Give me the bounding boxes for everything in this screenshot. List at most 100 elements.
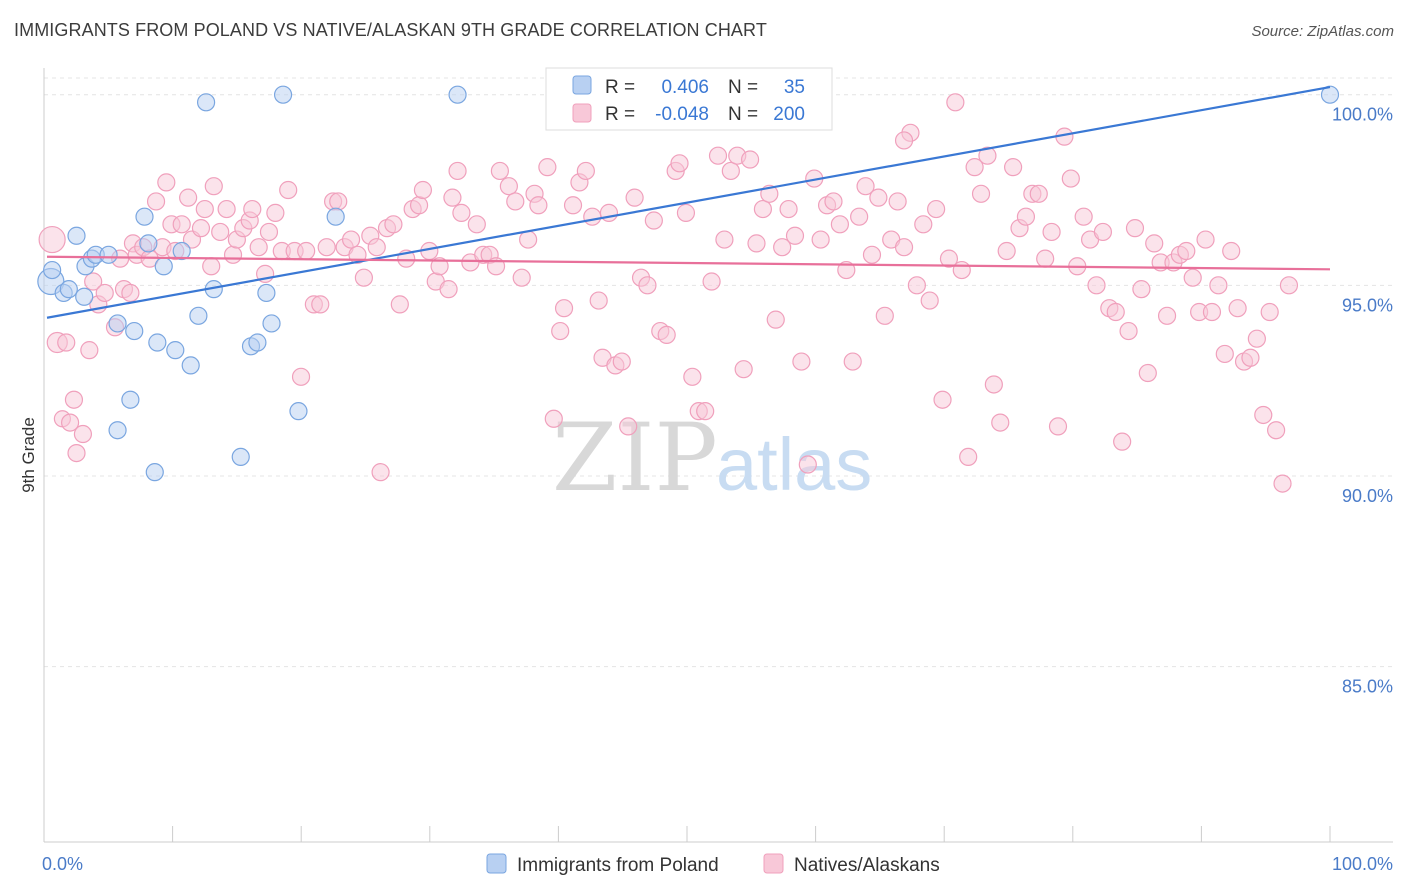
native-point-41 xyxy=(259,222,279,242)
native-point-9 xyxy=(84,272,103,291)
native-point-99 xyxy=(619,417,638,436)
legend-r-label-blue: R = xyxy=(605,77,635,98)
native-point-117 xyxy=(734,360,753,379)
native-point-145 xyxy=(914,215,933,234)
legend-r-value-blue: 0.406 xyxy=(661,77,709,98)
native-point-42 xyxy=(266,203,285,222)
native-point-89 xyxy=(554,299,574,318)
poland-point-12 xyxy=(121,390,140,409)
y-tick-label-100: 100.0% xyxy=(1332,105,1393,125)
y-tick-label-95: 95.0% xyxy=(1342,295,1393,315)
poland-point-34 xyxy=(1320,85,1340,104)
poland-point-30 xyxy=(273,85,293,104)
native-point-176 xyxy=(1113,432,1132,451)
native-point-28 xyxy=(191,219,211,238)
native-point-0 xyxy=(38,225,66,254)
native-point-113 xyxy=(708,146,728,165)
poland-point-25 xyxy=(231,447,250,467)
native-point-153 xyxy=(965,158,984,177)
native-point-39 xyxy=(249,238,268,257)
native-point-141 xyxy=(888,192,907,211)
native-point-5 xyxy=(64,390,84,409)
native-point-34 xyxy=(223,245,243,264)
poland-point-13 xyxy=(125,321,144,341)
x-tick-label-end: 100.0% xyxy=(1332,854,1393,874)
poland-point-29 xyxy=(262,314,281,333)
native-point-147 xyxy=(927,199,946,219)
native-point-173 xyxy=(1093,222,1113,242)
legend-n-label-pink: N = xyxy=(728,104,758,125)
native-point-192 xyxy=(1215,344,1234,364)
native-point-164 xyxy=(1036,249,1055,268)
native-point-66 xyxy=(413,180,433,200)
poland-point-11 xyxy=(108,421,127,440)
native-point-109 xyxy=(683,367,702,386)
native-point-190 xyxy=(1202,302,1222,322)
native-point-165 xyxy=(1042,222,1061,242)
legend-n-value-blue: 35 xyxy=(784,77,805,98)
native-point-59 xyxy=(371,463,390,482)
native-point-75 xyxy=(467,215,486,234)
poland-point-10 xyxy=(108,314,127,333)
native-point-144 xyxy=(907,276,926,295)
native-point-189 xyxy=(1196,230,1215,249)
native-point-70 xyxy=(439,280,458,299)
native-point-157 xyxy=(991,413,1010,432)
native-point-26 xyxy=(179,188,198,207)
native-point-175 xyxy=(1106,302,1125,322)
poland-point-23 xyxy=(196,93,216,112)
native-point-32 xyxy=(211,222,230,242)
native-point-4 xyxy=(60,413,80,432)
native-point-29 xyxy=(195,199,214,219)
native-point-159 xyxy=(1003,158,1023,177)
native-point-94 xyxy=(589,291,608,310)
zipatlas-watermark: ZIP atlas xyxy=(552,404,872,513)
native-point-172 xyxy=(1087,276,1106,295)
native-point-72 xyxy=(448,161,467,181)
native-point-56 xyxy=(354,268,374,287)
native-point-158 xyxy=(997,241,1016,261)
native-point-163 xyxy=(1029,184,1048,203)
poland-point-3 xyxy=(59,280,78,299)
native-point-193 xyxy=(1222,241,1241,261)
poland-point-27 xyxy=(248,333,267,352)
natives-alaskans-points xyxy=(38,85,1299,493)
native-point-183 xyxy=(1157,306,1177,325)
native-point-103 xyxy=(644,211,663,230)
native-point-142 xyxy=(894,238,914,257)
poland-point-15 xyxy=(139,234,158,253)
native-point-54 xyxy=(341,230,361,249)
correlation-legend: R = 0.406 N = 35 R = -0.048 N = 200 xyxy=(545,67,833,131)
bottom-legend-label-blue: Immigrants from Poland xyxy=(517,855,719,876)
native-point-146 xyxy=(920,291,939,310)
axis-layer xyxy=(43,68,1393,843)
native-point-137 xyxy=(862,245,882,264)
native-point-82 xyxy=(512,268,531,287)
legend-swatch-pink xyxy=(572,103,592,123)
native-point-73 xyxy=(452,203,471,222)
native-point-194 xyxy=(1228,299,1247,318)
poland-trend-line xyxy=(46,85,1331,319)
native-point-114 xyxy=(715,230,734,249)
native-point-199 xyxy=(1260,302,1279,322)
native-point-202 xyxy=(1279,276,1299,295)
native-point-46 xyxy=(291,367,311,386)
watermark-atlas: atlas xyxy=(716,423,872,506)
native-point-3 xyxy=(57,333,76,352)
y-axis-title: 9th Grade xyxy=(19,417,38,493)
poland-point-19 xyxy=(166,341,185,360)
native-point-98 xyxy=(612,352,631,371)
poland-point-5 xyxy=(75,287,94,306)
native-point-88 xyxy=(551,321,570,341)
native-trend-line xyxy=(46,255,1331,271)
native-point-156 xyxy=(984,375,1003,394)
native-point-178 xyxy=(1125,219,1145,238)
native-point-154 xyxy=(971,184,991,203)
native-point-83 xyxy=(519,230,538,249)
native-point-122 xyxy=(766,310,785,329)
native-point-170 xyxy=(1074,207,1093,226)
poland-point-17 xyxy=(148,333,167,352)
native-point-111 xyxy=(696,402,715,421)
native-point-118 xyxy=(740,150,760,169)
